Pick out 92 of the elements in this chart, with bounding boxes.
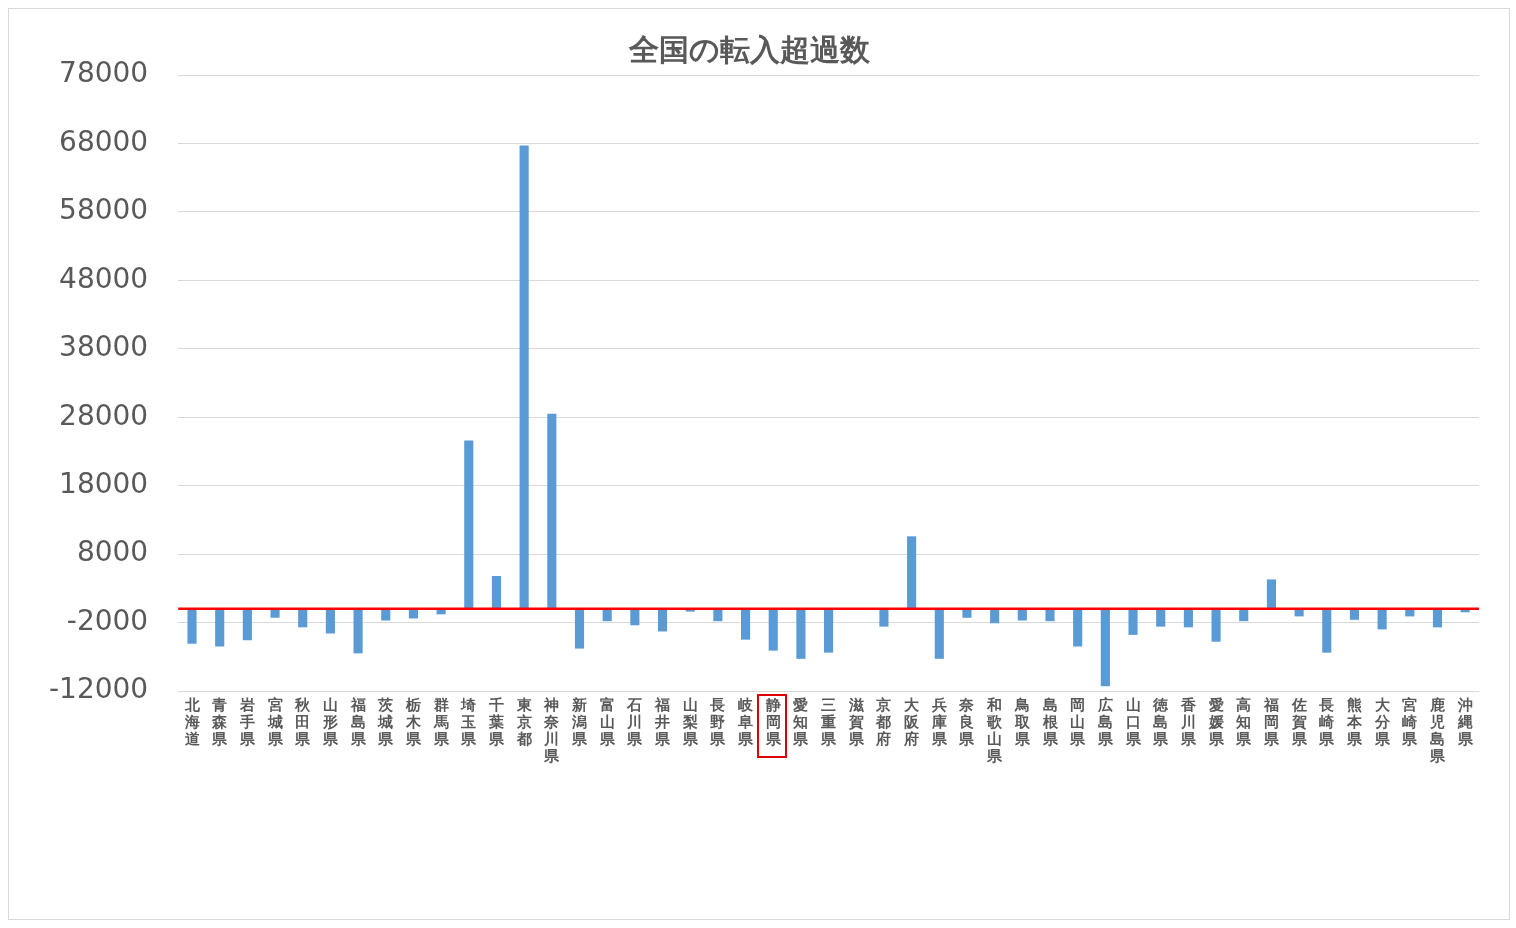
y-tick-label: 68000 xyxy=(59,124,149,158)
bar xyxy=(325,608,335,634)
x-tick-label: 山口県 xyxy=(1124,696,1142,748)
x-tick-label: 大阪府 xyxy=(903,696,921,748)
bar xyxy=(298,608,308,628)
x-tick-label: 大分県 xyxy=(1373,696,1391,748)
bar xyxy=(657,608,668,632)
y-tick-label: 38000 xyxy=(59,330,149,364)
x-tick-label: 宮城県 xyxy=(266,696,284,748)
bar xyxy=(1211,608,1221,642)
x-tick-label: 愛知県 xyxy=(792,696,810,748)
x-tick-label: 北海道 xyxy=(183,696,201,748)
bar xyxy=(934,608,944,659)
x-tick-label: 岐阜県 xyxy=(737,696,755,748)
bar xyxy=(464,440,474,609)
bar xyxy=(740,608,751,640)
x-tick-label: 東京都 xyxy=(515,696,533,748)
bar xyxy=(547,413,557,609)
x-tick-label: 神奈川県 xyxy=(543,696,561,765)
x-tick-label: 岡山県 xyxy=(1069,696,1087,748)
x-tick-label: 高知県 xyxy=(1235,696,1253,748)
x-tick-label: 秋田県 xyxy=(294,696,312,748)
x-tick-label: 山形県 xyxy=(321,696,339,748)
bar xyxy=(630,608,640,626)
bar xyxy=(1156,608,1166,627)
x-tick-label: 宮崎県 xyxy=(1401,696,1419,748)
x-tick-label: 富山県 xyxy=(598,696,616,748)
x-tick-label: 島根県 xyxy=(1041,696,1059,748)
x-tick-label: 長野県 xyxy=(709,696,727,748)
bar xyxy=(491,576,502,609)
x-tick-label: 埼玉県 xyxy=(459,696,478,748)
bar xyxy=(1183,608,1193,628)
bar xyxy=(1128,608,1138,635)
bar xyxy=(1377,608,1387,630)
y-tick-label: 58000 xyxy=(59,193,149,227)
bar xyxy=(1432,608,1443,628)
x-tick-label: 兵庫県 xyxy=(930,696,948,748)
x-tick-label: 広島県 xyxy=(1096,696,1114,748)
x-tick-label: 栃木県 xyxy=(404,696,422,748)
bar xyxy=(1017,608,1027,621)
bar xyxy=(242,608,252,641)
x-tick-label: 岩手県 xyxy=(238,696,256,748)
x-tick-label: 静岡県 xyxy=(764,696,782,748)
x-tick-label: 奈良県 xyxy=(958,696,976,748)
x-tick-label: 石川県 xyxy=(625,696,644,748)
x-tick-label: 徳島県 xyxy=(1152,696,1170,748)
bar xyxy=(574,608,585,649)
x-tick-label: 沖縄県 xyxy=(1456,696,1474,748)
x-tick-label: 熊本県 xyxy=(1345,696,1363,748)
x-tick-label: 愛媛県 xyxy=(1207,696,1225,748)
x-tick-label: 佐賀県 xyxy=(1290,696,1308,748)
x-tick-label: 山梨県 xyxy=(681,696,699,748)
bar xyxy=(1349,608,1360,620)
x-tick-label: 長崎県 xyxy=(1318,696,1336,748)
x-tick-label: 青森県 xyxy=(211,696,229,748)
y-tick-label: 78000 xyxy=(59,56,149,90)
chart-title: 全国の転入超過数 xyxy=(627,31,871,67)
x-tick-label: 鳥取県 xyxy=(1013,696,1031,748)
y-tick-label: 28000 xyxy=(59,398,149,432)
bar xyxy=(519,145,529,609)
bar xyxy=(1100,608,1110,687)
x-tick-label: 鹿児島県 xyxy=(1429,696,1446,765)
y-tick-label: 18000 xyxy=(59,466,149,500)
bar xyxy=(1073,608,1083,647)
bar xyxy=(768,608,778,651)
x-tick-label: 福島県 xyxy=(349,696,367,748)
bar xyxy=(353,608,363,654)
bar xyxy=(1045,608,1055,622)
y-tick-label: 48000 xyxy=(59,261,149,295)
bar xyxy=(796,608,806,659)
x-tick-label: 群馬県 xyxy=(432,696,450,748)
x-tick-label: 福岡県 xyxy=(1262,696,1280,748)
bar xyxy=(381,608,391,621)
y-tick-label: 8000 xyxy=(76,535,149,569)
bar xyxy=(879,608,889,627)
x-tick-label: 京都府 xyxy=(875,696,893,748)
x-tick-label: 和歌山県 xyxy=(986,696,1004,765)
x-tick-label: 新潟県 xyxy=(571,696,588,748)
bar xyxy=(215,608,225,647)
x-tick-label: 茨城県 xyxy=(376,696,395,748)
bar xyxy=(907,536,917,609)
bar xyxy=(187,608,197,644)
y-tick-label: -12000 xyxy=(48,672,149,706)
y-tick-label: -2000 xyxy=(66,603,149,637)
x-tick-label: 千葉県 xyxy=(487,696,505,748)
x-tick-label: 福井県 xyxy=(654,696,671,748)
bar xyxy=(1322,608,1332,653)
x-tick-label: 三重県 xyxy=(820,696,838,748)
x-tick-label: 香川県 xyxy=(1179,696,1197,748)
x-tick-label: 滋賀県 xyxy=(847,696,865,748)
bar xyxy=(824,608,834,653)
bar xyxy=(1266,579,1276,609)
